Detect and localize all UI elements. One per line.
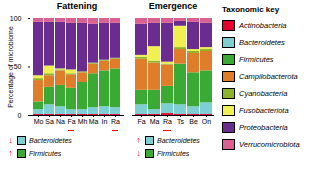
html-text:Bacteroidetes: Bacteroidetes (239, 38, 285, 47)
svg-text:Percentage of microbiome: Percentage of microbiome (7, 26, 15, 108)
html-text:Actinobacteria: Actinobacteria (239, 21, 287, 30)
html-text:Emergence: Emergence (148, 1, 198, 11)
html-text:Verrucomicrobiota: Verrucomicrobiota (239, 140, 300, 149)
svg-text:Fa: Fa (137, 118, 145, 125)
svg-text:50: 50 (14, 63, 22, 70)
html-text:Firmicutes: Firmicutes (157, 150, 190, 157)
html-text:Bacteroidetes: Bacteroidetes (29, 137, 72, 144)
html-text:Bacteroidetes: Bacteroidetes (157, 137, 200, 144)
html-text:Taxonomic key: Taxonomic key (222, 5, 280, 14)
svg-text:100: 100 (10, 15, 22, 22)
svg-text:Mh: Mh (78, 118, 88, 125)
html-text:Fusobacteriota: Fusobacteriota (239, 106, 289, 115)
svg-text:In: In (102, 118, 108, 125)
svg-text:Na: Na (56, 118, 65, 125)
svg-text:On: On (202, 118, 211, 125)
svg-text:Ts: Ts (177, 118, 185, 125)
html-text:Proteobacteria: Proteobacteria (239, 123, 288, 132)
html-text:Firmicutes: Firmicutes (29, 150, 62, 157)
svg-text:Fa: Fa (67, 118, 75, 125)
html-text:Fattening: Fattening (56, 1, 98, 11)
svg-text:Ra: Ra (163, 118, 172, 125)
svg-text:0: 0 (18, 112, 22, 119)
svg-text:Ma: Ma (89, 118, 99, 125)
html-text:Firmicutes: Firmicutes (239, 55, 274, 64)
html-text:Cyanobacteria: Cyanobacteria (239, 89, 288, 98)
svg-text:Be: Be (189, 118, 198, 125)
svg-text:Mo: Mo (34, 118, 44, 125)
html-text:Campilobacterota: Campilobacterota (239, 72, 298, 81)
svg-text:Sa: Sa (45, 118, 54, 125)
svg-text:Ma: Ma (150, 118, 160, 125)
svg-text:Ra: Ra (111, 118, 120, 125)
